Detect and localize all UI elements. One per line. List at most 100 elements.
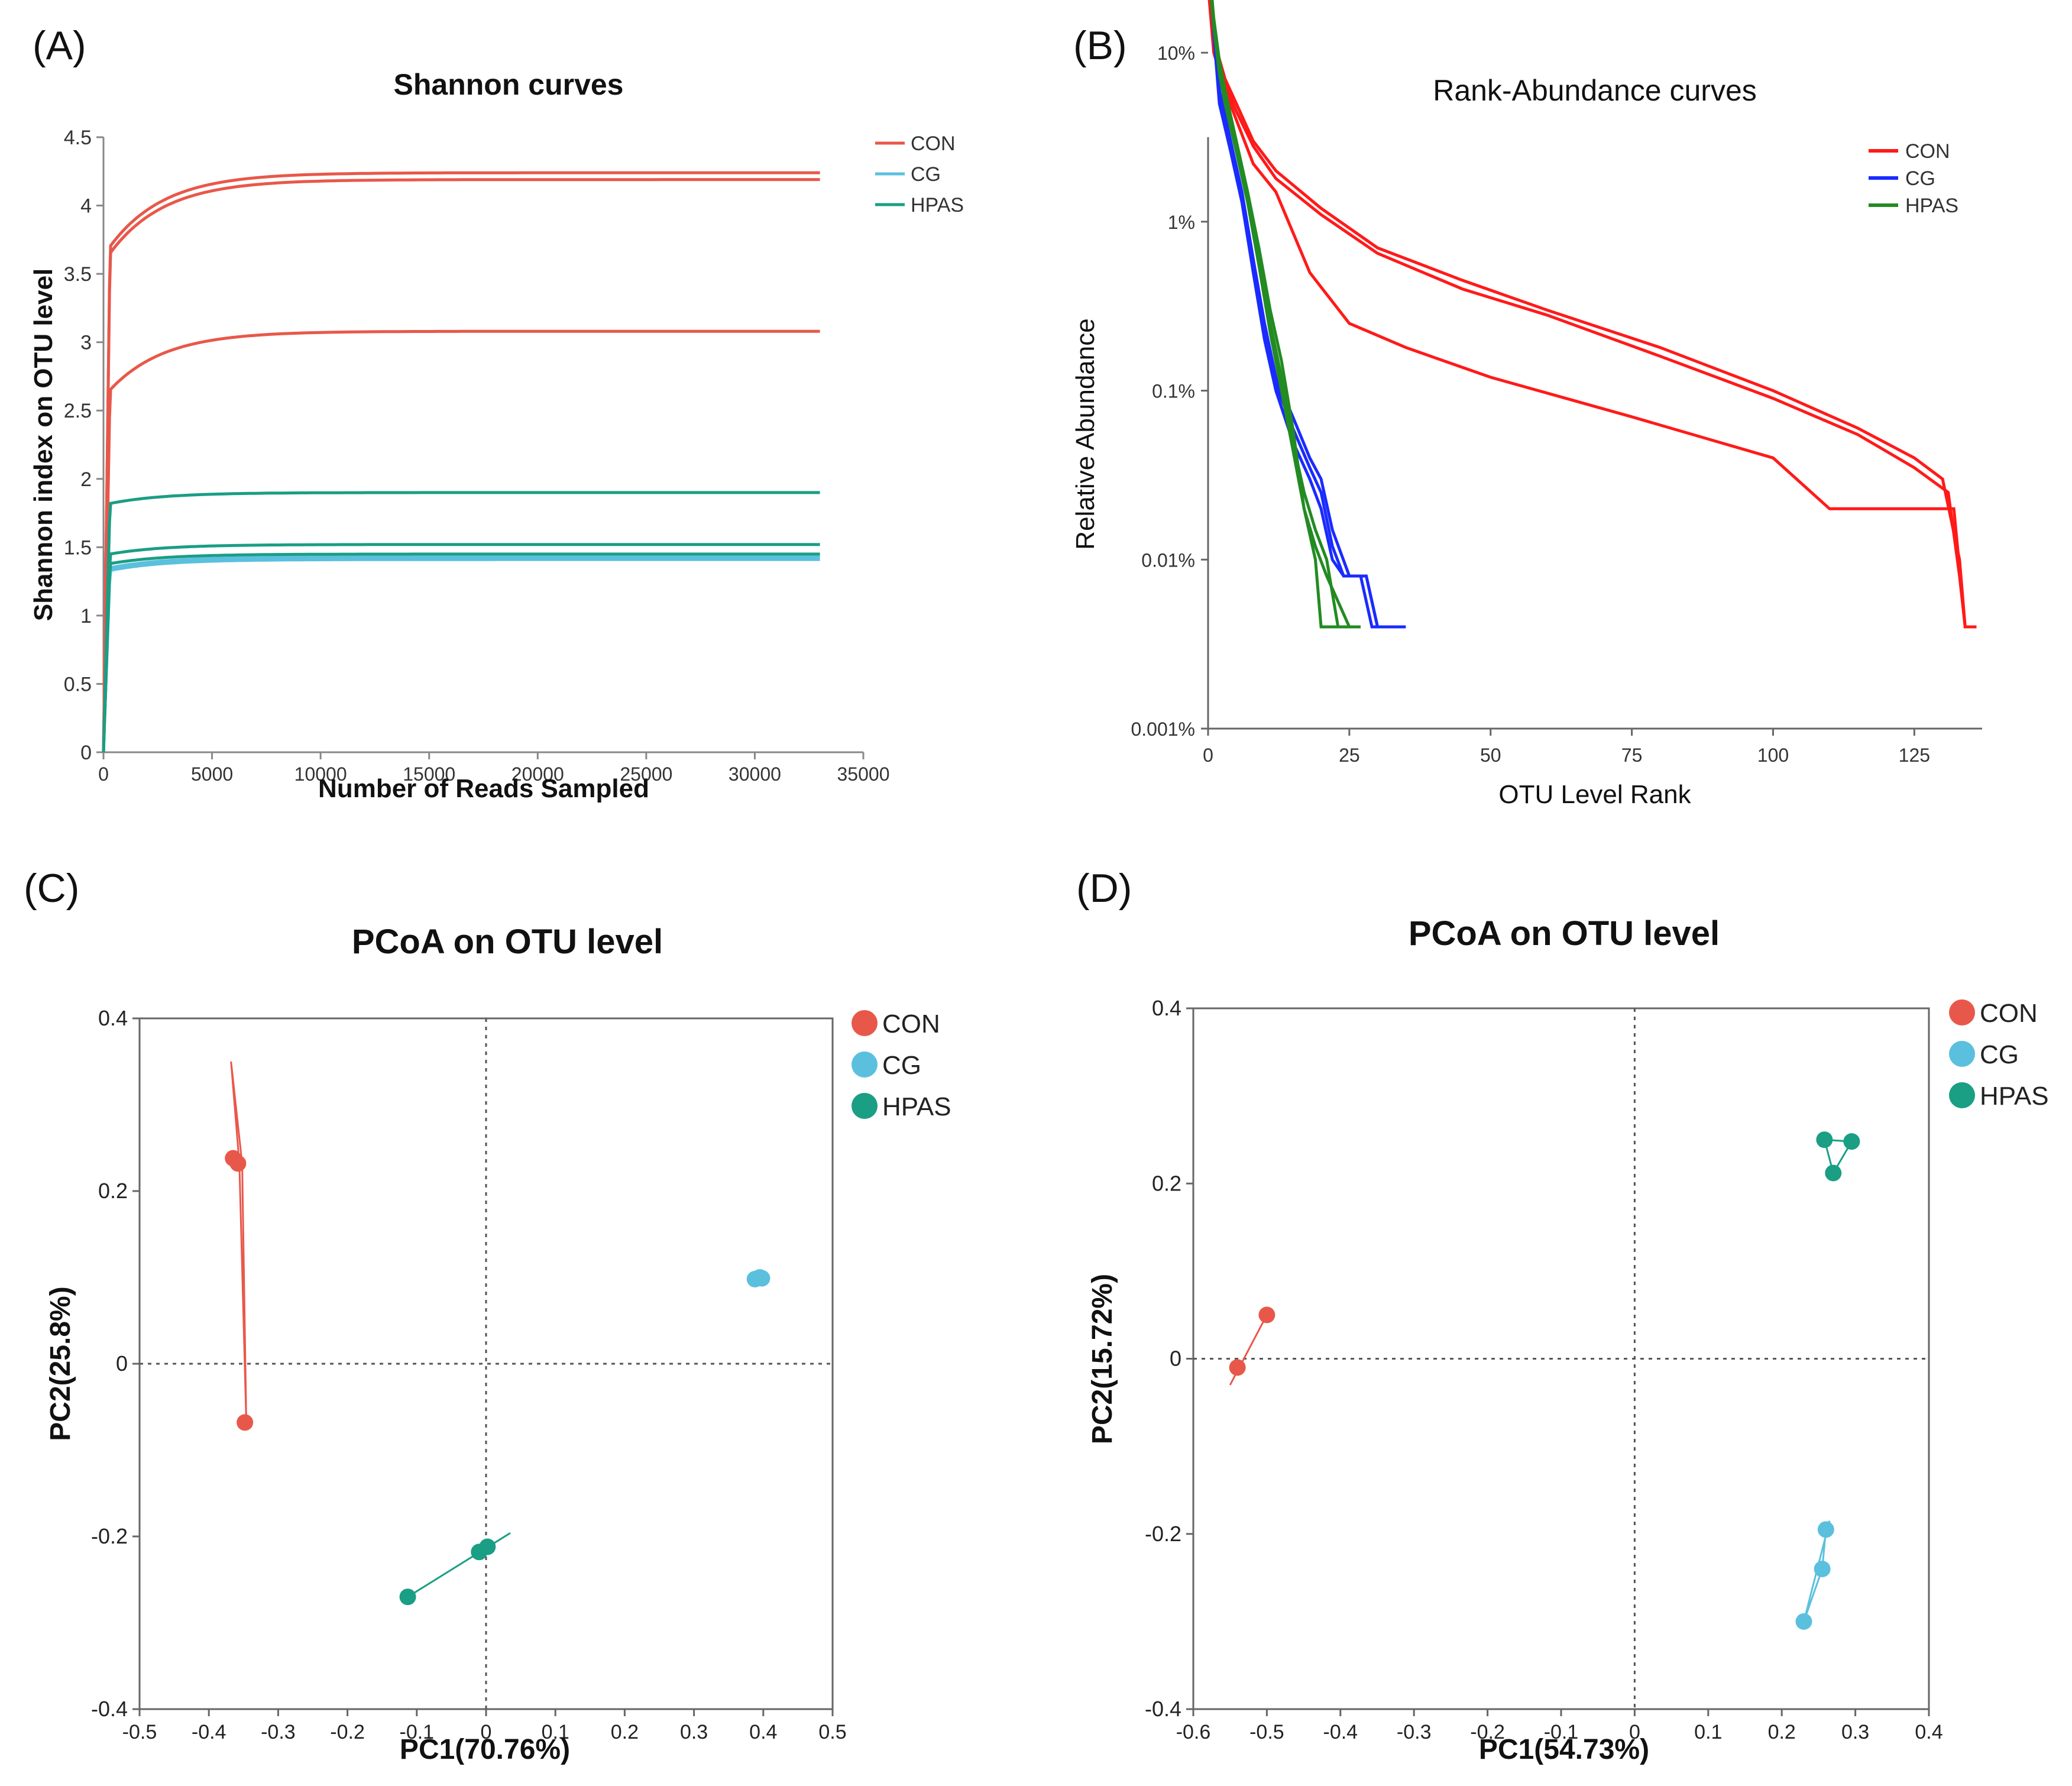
x-tick-label: 10000 bbox=[294, 763, 347, 785]
x-axis-label: OTU Level Rank bbox=[1498, 780, 1691, 809]
chart-title: PCoA on OTU level bbox=[1409, 914, 1720, 953]
legend-label: CON bbox=[882, 1010, 940, 1038]
legend-marker bbox=[1949, 1082, 1975, 1108]
legend-marker bbox=[852, 1051, 878, 1078]
data-point-hpas bbox=[479, 1538, 496, 1555]
legend-label: CON bbox=[1980, 999, 2038, 1028]
y-tick-label: -0.4 bbox=[1145, 1697, 1181, 1721]
legend-label: CG bbox=[1980, 1040, 2019, 1069]
data-point-cg bbox=[753, 1270, 770, 1287]
x-tick-label: 0 bbox=[1203, 745, 1213, 766]
x-tick-label: -0.6 bbox=[1176, 1721, 1211, 1743]
x-tick-label: 75 bbox=[1621, 745, 1643, 766]
x-tick-label: -0.5 bbox=[122, 1721, 157, 1743]
panel-label: (D) bbox=[1076, 866, 1132, 911]
x-tick-label: 25 bbox=[1339, 745, 1360, 766]
y-axis-label: PC2(15.72%) bbox=[1087, 1274, 1118, 1444]
legend-label: HPAS bbox=[882, 1092, 951, 1121]
y-tick-label: 2 bbox=[80, 468, 92, 491]
y-tick-label: -0.2 bbox=[91, 1524, 128, 1548]
y-tick-label: 0.4 bbox=[98, 1006, 128, 1030]
chart-title: PCoA on OTU level bbox=[352, 923, 663, 961]
x-tick-label: 0.1 bbox=[1694, 1721, 1722, 1743]
x-tick-label: 100 bbox=[1757, 745, 1789, 766]
y-tick-label: 0 bbox=[116, 1351, 128, 1376]
series-line-cg bbox=[102, 558, 820, 753]
series-line-hpas bbox=[102, 552, 820, 753]
x-tick-label: 0.5 bbox=[818, 1721, 846, 1743]
series-line-cg bbox=[1210, 0, 1389, 629]
x-tick-label: 0.4 bbox=[1915, 1721, 1942, 1743]
y-tick-label: -0.4 bbox=[91, 1697, 128, 1721]
x-tick-label: -0.1 bbox=[1544, 1721, 1579, 1743]
x-tick-label: 0 bbox=[481, 1721, 492, 1743]
series-line-con bbox=[102, 178, 820, 753]
x-tick-label: -0.3 bbox=[261, 1721, 296, 1743]
series-line-cg bbox=[1210, 0, 1400, 629]
y-tick-label: 4.5 bbox=[64, 127, 92, 149]
legend-label: CG bbox=[882, 1051, 921, 1080]
y-tick-label: 3.5 bbox=[64, 263, 92, 286]
y-axis-label: Shannon index on OTU level bbox=[29, 268, 58, 622]
x-axis-label: PC1(70.76%) bbox=[400, 1734, 570, 1765]
series-line-con bbox=[102, 329, 820, 753]
legend-label: HPAS bbox=[911, 194, 964, 216]
group-outline-hpas bbox=[1823, 1138, 1853, 1176]
y-tick-label: 0.2 bbox=[1152, 1171, 1181, 1195]
group-outline-con bbox=[230, 1061, 247, 1423]
x-tick-label: -0.2 bbox=[1470, 1721, 1505, 1743]
series-line-con bbox=[1207, 0, 1977, 629]
x-tick-label: 0.4 bbox=[749, 1721, 777, 1743]
x-tick-label: -0.3 bbox=[1397, 1721, 1432, 1743]
y-tick-label: 0 bbox=[1170, 1347, 1181, 1371]
data-point-hpas bbox=[399, 1588, 416, 1606]
legend-label: CON bbox=[1905, 140, 1950, 163]
y-axis-label: PC2(25.8%) bbox=[45, 1286, 76, 1441]
legend-marker bbox=[852, 1010, 878, 1036]
legend-marker bbox=[1949, 1041, 1975, 1067]
x-tick-label: 5000 bbox=[191, 763, 233, 785]
chart-title: Shannon curves bbox=[394, 68, 624, 101]
legend-marker bbox=[852, 1093, 878, 1119]
y-tick-label: 0.2 bbox=[98, 1179, 128, 1203]
legend-label: HPAS bbox=[1905, 195, 1958, 217]
series-line-con bbox=[102, 171, 820, 753]
y-tick-label: 1.5 bbox=[64, 536, 92, 559]
y-axis-label: Relative Abundance bbox=[1071, 318, 1100, 549]
y-tick-label: 10% bbox=[1157, 43, 1195, 64]
y-tick-label: 4 bbox=[80, 195, 92, 218]
data-point-hpas bbox=[1843, 1133, 1860, 1150]
x-tick-label: -0.5 bbox=[1249, 1721, 1284, 1743]
x-tick-label: 0 bbox=[1629, 1721, 1640, 1743]
x-tick-label: 15000 bbox=[403, 763, 455, 785]
series-line-con bbox=[1208, 0, 1977, 629]
y-tick-label: 1 bbox=[80, 605, 92, 627]
data-point-cg bbox=[1814, 1561, 1831, 1577]
x-tick-label: 50 bbox=[1480, 745, 1501, 766]
x-tick-label: -0.4 bbox=[1323, 1721, 1358, 1743]
data-point-con bbox=[1258, 1306, 1275, 1324]
x-tick-label: 0.2 bbox=[1768, 1721, 1796, 1743]
chart-title: Rank-Abundance curves bbox=[1433, 74, 1757, 107]
group-outline-hpas bbox=[407, 1532, 511, 1598]
x-tick-label: 125 bbox=[1899, 745, 1930, 766]
x-tick-label: 0.2 bbox=[611, 1721, 639, 1743]
data-point-hpas bbox=[1816, 1131, 1833, 1148]
x-tick-label: -0.1 bbox=[400, 1721, 435, 1743]
data-point-cg bbox=[1795, 1613, 1812, 1630]
legend-label: CON bbox=[911, 132, 956, 155]
x-tick-label: -0.2 bbox=[330, 1721, 365, 1743]
x-tick-label: 0.1 bbox=[542, 1721, 569, 1743]
series-line-con bbox=[1209, 0, 1977, 629]
data-point-cg bbox=[1817, 1521, 1834, 1538]
x-axis-label: PC1(54.73%) bbox=[1479, 1734, 1649, 1765]
x-tick-label: 0 bbox=[98, 763, 109, 785]
x-tick-label: 30000 bbox=[729, 763, 781, 785]
legend-label: CG bbox=[1905, 167, 1935, 190]
y-tick-label: 0.5 bbox=[64, 673, 92, 695]
panel-label: (C) bbox=[24, 866, 79, 911]
y-tick-label: 0.4 bbox=[1152, 996, 1181, 1020]
panel-label: (A) bbox=[33, 23, 86, 68]
x-tick-label: 35000 bbox=[837, 763, 890, 785]
